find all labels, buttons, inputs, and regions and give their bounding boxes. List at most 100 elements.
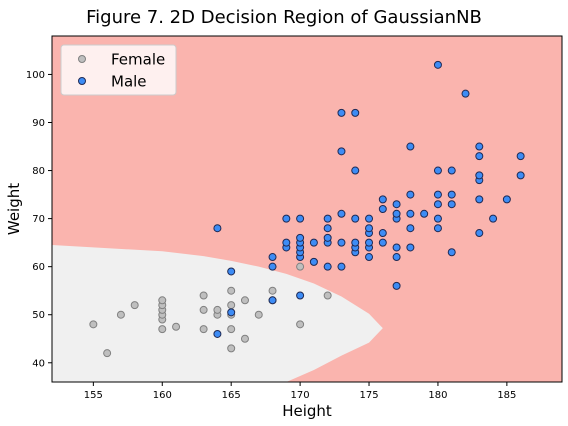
y-tick-label: 50 bbox=[32, 310, 45, 321]
point-male bbox=[475, 195, 484, 204]
point-male bbox=[378, 229, 387, 238]
y-tick-label: 60 bbox=[32, 262, 45, 273]
point-male bbox=[378, 205, 387, 213]
point-male bbox=[475, 142, 484, 151]
point-male bbox=[268, 253, 277, 262]
x-axis: 155 160 165 170 175 180 185 bbox=[84, 382, 516, 401]
point-male bbox=[227, 308, 236, 317]
point-male bbox=[323, 214, 332, 223]
point-male bbox=[296, 291, 305, 300]
point-male bbox=[337, 238, 346, 247]
point-female bbox=[199, 305, 208, 314]
x-tick-label: 160 bbox=[153, 390, 172, 401]
point-male bbox=[392, 253, 401, 262]
point-male bbox=[296, 233, 305, 242]
point-male bbox=[406, 142, 415, 151]
x-tick-label: 170 bbox=[291, 390, 310, 401]
point-male bbox=[213, 329, 222, 338]
point-male bbox=[433, 200, 442, 209]
point-male bbox=[489, 214, 498, 223]
point-male bbox=[475, 152, 484, 161]
plot-frame bbox=[51, 35, 563, 383]
y-tick-label: 80 bbox=[32, 166, 45, 177]
point-male bbox=[406, 209, 415, 218]
legend-box bbox=[60, 44, 177, 96]
point-female bbox=[116, 310, 125, 319]
point-male bbox=[296, 214, 305, 223]
point-male bbox=[516, 152, 525, 161]
legend-marker-male bbox=[78, 77, 86, 85]
point-male bbox=[447, 166, 456, 175]
point-male bbox=[392, 243, 401, 252]
x-tick-label: 180 bbox=[428, 390, 447, 401]
point-female bbox=[103, 349, 112, 358]
point-male bbox=[365, 224, 374, 233]
point-male bbox=[337, 209, 346, 218]
y-axis-title: Weight bbox=[5, 183, 23, 235]
point-male bbox=[447, 248, 456, 257]
point-male bbox=[433, 214, 442, 223]
point-male bbox=[475, 171, 484, 180]
point-female bbox=[254, 310, 263, 319]
y-axis: 40 50 60 70 80 90 100 bbox=[26, 70, 52, 369]
point-male bbox=[433, 60, 442, 69]
point-male bbox=[420, 209, 429, 218]
point-male bbox=[392, 281, 401, 290]
x-tick-label: 165 bbox=[222, 390, 241, 401]
y-tick-label: 70 bbox=[32, 214, 45, 225]
point-male bbox=[282, 238, 291, 247]
point-male bbox=[502, 195, 511, 204]
point-male bbox=[365, 253, 374, 262]
y-tick-label: 100 bbox=[26, 70, 45, 81]
x-tick-label: 185 bbox=[497, 390, 516, 401]
legend-label-female: Female bbox=[111, 51, 165, 69]
point-male bbox=[406, 190, 415, 199]
point-male bbox=[309, 238, 318, 247]
point-female bbox=[240, 334, 249, 343]
point-male bbox=[433, 224, 442, 233]
point-male bbox=[337, 108, 346, 117]
point-male bbox=[323, 233, 332, 242]
point-female bbox=[227, 301, 236, 310]
legend-label-male: Male bbox=[111, 73, 147, 91]
point-female bbox=[227, 344, 236, 353]
point-female bbox=[240, 296, 249, 305]
point-female bbox=[323, 291, 332, 300]
point-male bbox=[406, 243, 415, 252]
point-female bbox=[227, 286, 236, 295]
point-male bbox=[433, 166, 442, 175]
point-female bbox=[199, 325, 208, 334]
point-male bbox=[337, 147, 346, 156]
point-male bbox=[309, 257, 318, 266]
point-male bbox=[351, 238, 360, 247]
point-male bbox=[213, 224, 222, 233]
point-female bbox=[158, 296, 167, 305]
legend-marker-female bbox=[78, 55, 86, 63]
point-female bbox=[172, 322, 181, 331]
point-male bbox=[268, 296, 277, 305]
scatter-points bbox=[89, 60, 525, 358]
point-female bbox=[158, 325, 167, 334]
legend: Female Male bbox=[60, 44, 177, 96]
point-male bbox=[365, 214, 374, 223]
point-male bbox=[461, 89, 470, 98]
point-male bbox=[365, 238, 374, 247]
x-tick-label: 155 bbox=[84, 390, 103, 401]
y-tick-label: 40 bbox=[32, 358, 45, 369]
point-female bbox=[130, 301, 139, 310]
point-female bbox=[89, 320, 98, 329]
point-male bbox=[433, 190, 442, 199]
point-male bbox=[268, 262, 277, 271]
point-male bbox=[227, 267, 236, 276]
point-female bbox=[213, 305, 222, 314]
point-male bbox=[337, 262, 346, 271]
point-male bbox=[351, 108, 360, 117]
point-male bbox=[406, 224, 415, 233]
x-tick-label: 175 bbox=[359, 390, 378, 401]
y-tick-label: 90 bbox=[32, 118, 45, 129]
x-axis-title: Height bbox=[282, 402, 332, 420]
point-male bbox=[516, 171, 525, 180]
point-female bbox=[199, 291, 208, 300]
point-female bbox=[296, 320, 305, 329]
point-male bbox=[378, 238, 387, 247]
